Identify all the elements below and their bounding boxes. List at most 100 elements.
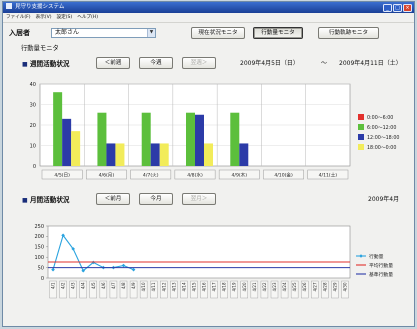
weekly-activity-chart: 0 10 20 30 40 4/5(日) 4/6(月) 4/7(火) 4/8(水) 4/9(木) 4…	[30, 82, 399, 180]
x-tick-label: 4/22	[262, 282, 267, 291]
category-label-box	[130, 169, 172, 180]
x-label-box	[119, 280, 128, 299]
x-label-box	[59, 280, 67, 299]
x-label-box	[180, 280, 188, 299]
x-label-box	[190, 280, 198, 299]
bar-day-2-series-3	[106, 143, 116, 166]
legend-label-4: 18:00～0:00	[367, 145, 396, 151]
x-label-box	[301, 280, 309, 299]
x-label-box	[260, 280, 269, 299]
x-tick-label: 4/11	[151, 282, 156, 291]
title-bar: 見守り支援システム _ □ ×	[3, 2, 414, 13]
y-tick-label: 150	[34, 245, 44, 251]
tab-trajectory-monitor[interactable]: 行動軌跡モニタ	[318, 27, 379, 39]
x-tick-label: 4/6	[101, 282, 106, 289]
bar-day-4-series-4	[204, 143, 213, 166]
y-tick-label: 10	[30, 143, 36, 149]
legend-label-3: 12:00～18:00	[367, 135, 399, 141]
x-label-box	[321, 280, 329, 299]
x-label-box	[290, 280, 299, 299]
legend-label-2: 平均行動量	[369, 262, 393, 269]
resident-select[interactable]: 太郎さん ▼	[51, 28, 156, 38]
y-tick-label: 30	[30, 102, 36, 108]
x-tick-label: 4/20	[242, 282, 247, 291]
next-week-button[interactable]: 翌週＞	[182, 57, 216, 69]
x-tick-label: 4/9	[131, 282, 136, 289]
x-tick-label: 4/21	[252, 282, 257, 291]
x-label-box	[89, 280, 98, 299]
prev-week-button[interactable]: ＜前週	[96, 57, 130, 69]
legend-label-3: 基準行動量	[369, 271, 393, 278]
x-label-box	[160, 280, 168, 299]
y-tick-label: 0	[33, 164, 36, 170]
square-bullet-icon: ■	[22, 197, 28, 204]
current-view-title: 行動量モニタ	[21, 45, 59, 52]
next-month-button[interactable]: 翌月＞	[182, 193, 216, 205]
x-tick-label: 4/26	[302, 282, 307, 291]
x-label-box	[200, 280, 208, 299]
x-label-box	[341, 280, 349, 299]
category-label-box	[174, 169, 216, 180]
x-label-box	[79, 280, 87, 299]
bar-day-4-series-3	[195, 114, 204, 166]
x-label-box	[311, 280, 319, 299]
menu-help[interactable]: ヘルプ(H)	[77, 15, 99, 20]
x-category-label: 4/9(木)	[231, 171, 247, 178]
bar-day-3-series-3	[150, 143, 160, 166]
close-icon[interactable]: ×	[403, 3, 412, 12]
prev-month-button[interactable]: ＜前月	[96, 193, 130, 205]
menu-view[interactable]: 表示(V)	[35, 15, 52, 20]
menu-file[interactable]: ファイル(F)	[6, 15, 31, 20]
y-tick-label: 0	[41, 276, 44, 282]
category-label-box	[86, 169, 127, 180]
x-tick-label: 4/8	[121, 282, 126, 289]
month-label: 2009年4月	[368, 196, 400, 203]
tab-activity-monitor[interactable]: 行動量モニタ	[253, 27, 303, 39]
x-label-box	[109, 280, 118, 299]
tab-current-status-monitor[interactable]: 現在状況モニタ	[191, 27, 245, 39]
y-tick-label: 100	[34, 255, 44, 261]
monthly-section-title: 月間活動状況	[29, 196, 70, 204]
bar-day-2-series-4	[115, 143, 125, 166]
category-label-box	[218, 169, 260, 180]
x-tick-label: 4/4	[81, 282, 86, 289]
x-label-box	[220, 280, 228, 299]
this-week-button[interactable]: 今週	[139, 57, 173, 69]
x-label-box	[149, 280, 158, 299]
category-label-box	[307, 169, 349, 180]
week-range-separator: ～	[321, 60, 328, 67]
x-tick-label: 4/3	[71, 282, 76, 289]
maximize-icon[interactable]: □	[393, 3, 402, 12]
x-tick-label: 4/12	[161, 282, 166, 291]
x-tick-label: 4/25	[292, 282, 297, 291]
minimize-icon[interactable]: _	[383, 3, 392, 12]
x-tick-label: 4/30	[342, 282, 347, 291]
x-category-label: 4/10(金)	[274, 171, 293, 178]
x-label-box	[270, 280, 279, 299]
bar-day-3-series-2	[141, 112, 151, 166]
week-range-end: 2009年4月11日（土）	[339, 60, 402, 67]
x-label-box	[331, 280, 339, 299]
bar-day-5-series-3	[239, 143, 249, 166]
bar-day-3-series-4	[159, 143, 169, 166]
chevron-down-icon[interactable]: ▼	[147, 29, 155, 37]
x-label-box	[49, 280, 57, 299]
x-tick-label: 4/15	[191, 282, 196, 291]
category-label-box	[41, 169, 83, 180]
x-label-box	[170, 280, 178, 299]
window-controls: _ □ ×	[383, 3, 412, 12]
weekly-section-title: 週間活動状況	[29, 60, 70, 68]
x-label-box	[210, 280, 218, 299]
x-tick-label: 4/19	[232, 282, 237, 291]
x-tick-label: 4/10	[141, 282, 146, 291]
this-month-button[interactable]: 今月	[139, 193, 173, 205]
x-tick-label: 4/27	[312, 282, 317, 291]
menu-settings[interactable]: 設定(S)	[56, 15, 73, 20]
bar-day-1-series-4	[71, 131, 81, 166]
x-tick-label: 4/24	[282, 282, 287, 291]
legend-swatch-2	[358, 124, 364, 130]
menu-bar: ファイル(F) 表示(V) 設定(S) ヘルプ(H)	[3, 13, 414, 23]
bar-day-5-series-2	[230, 112, 240, 166]
x-tick-label: 4/13	[171, 282, 176, 291]
